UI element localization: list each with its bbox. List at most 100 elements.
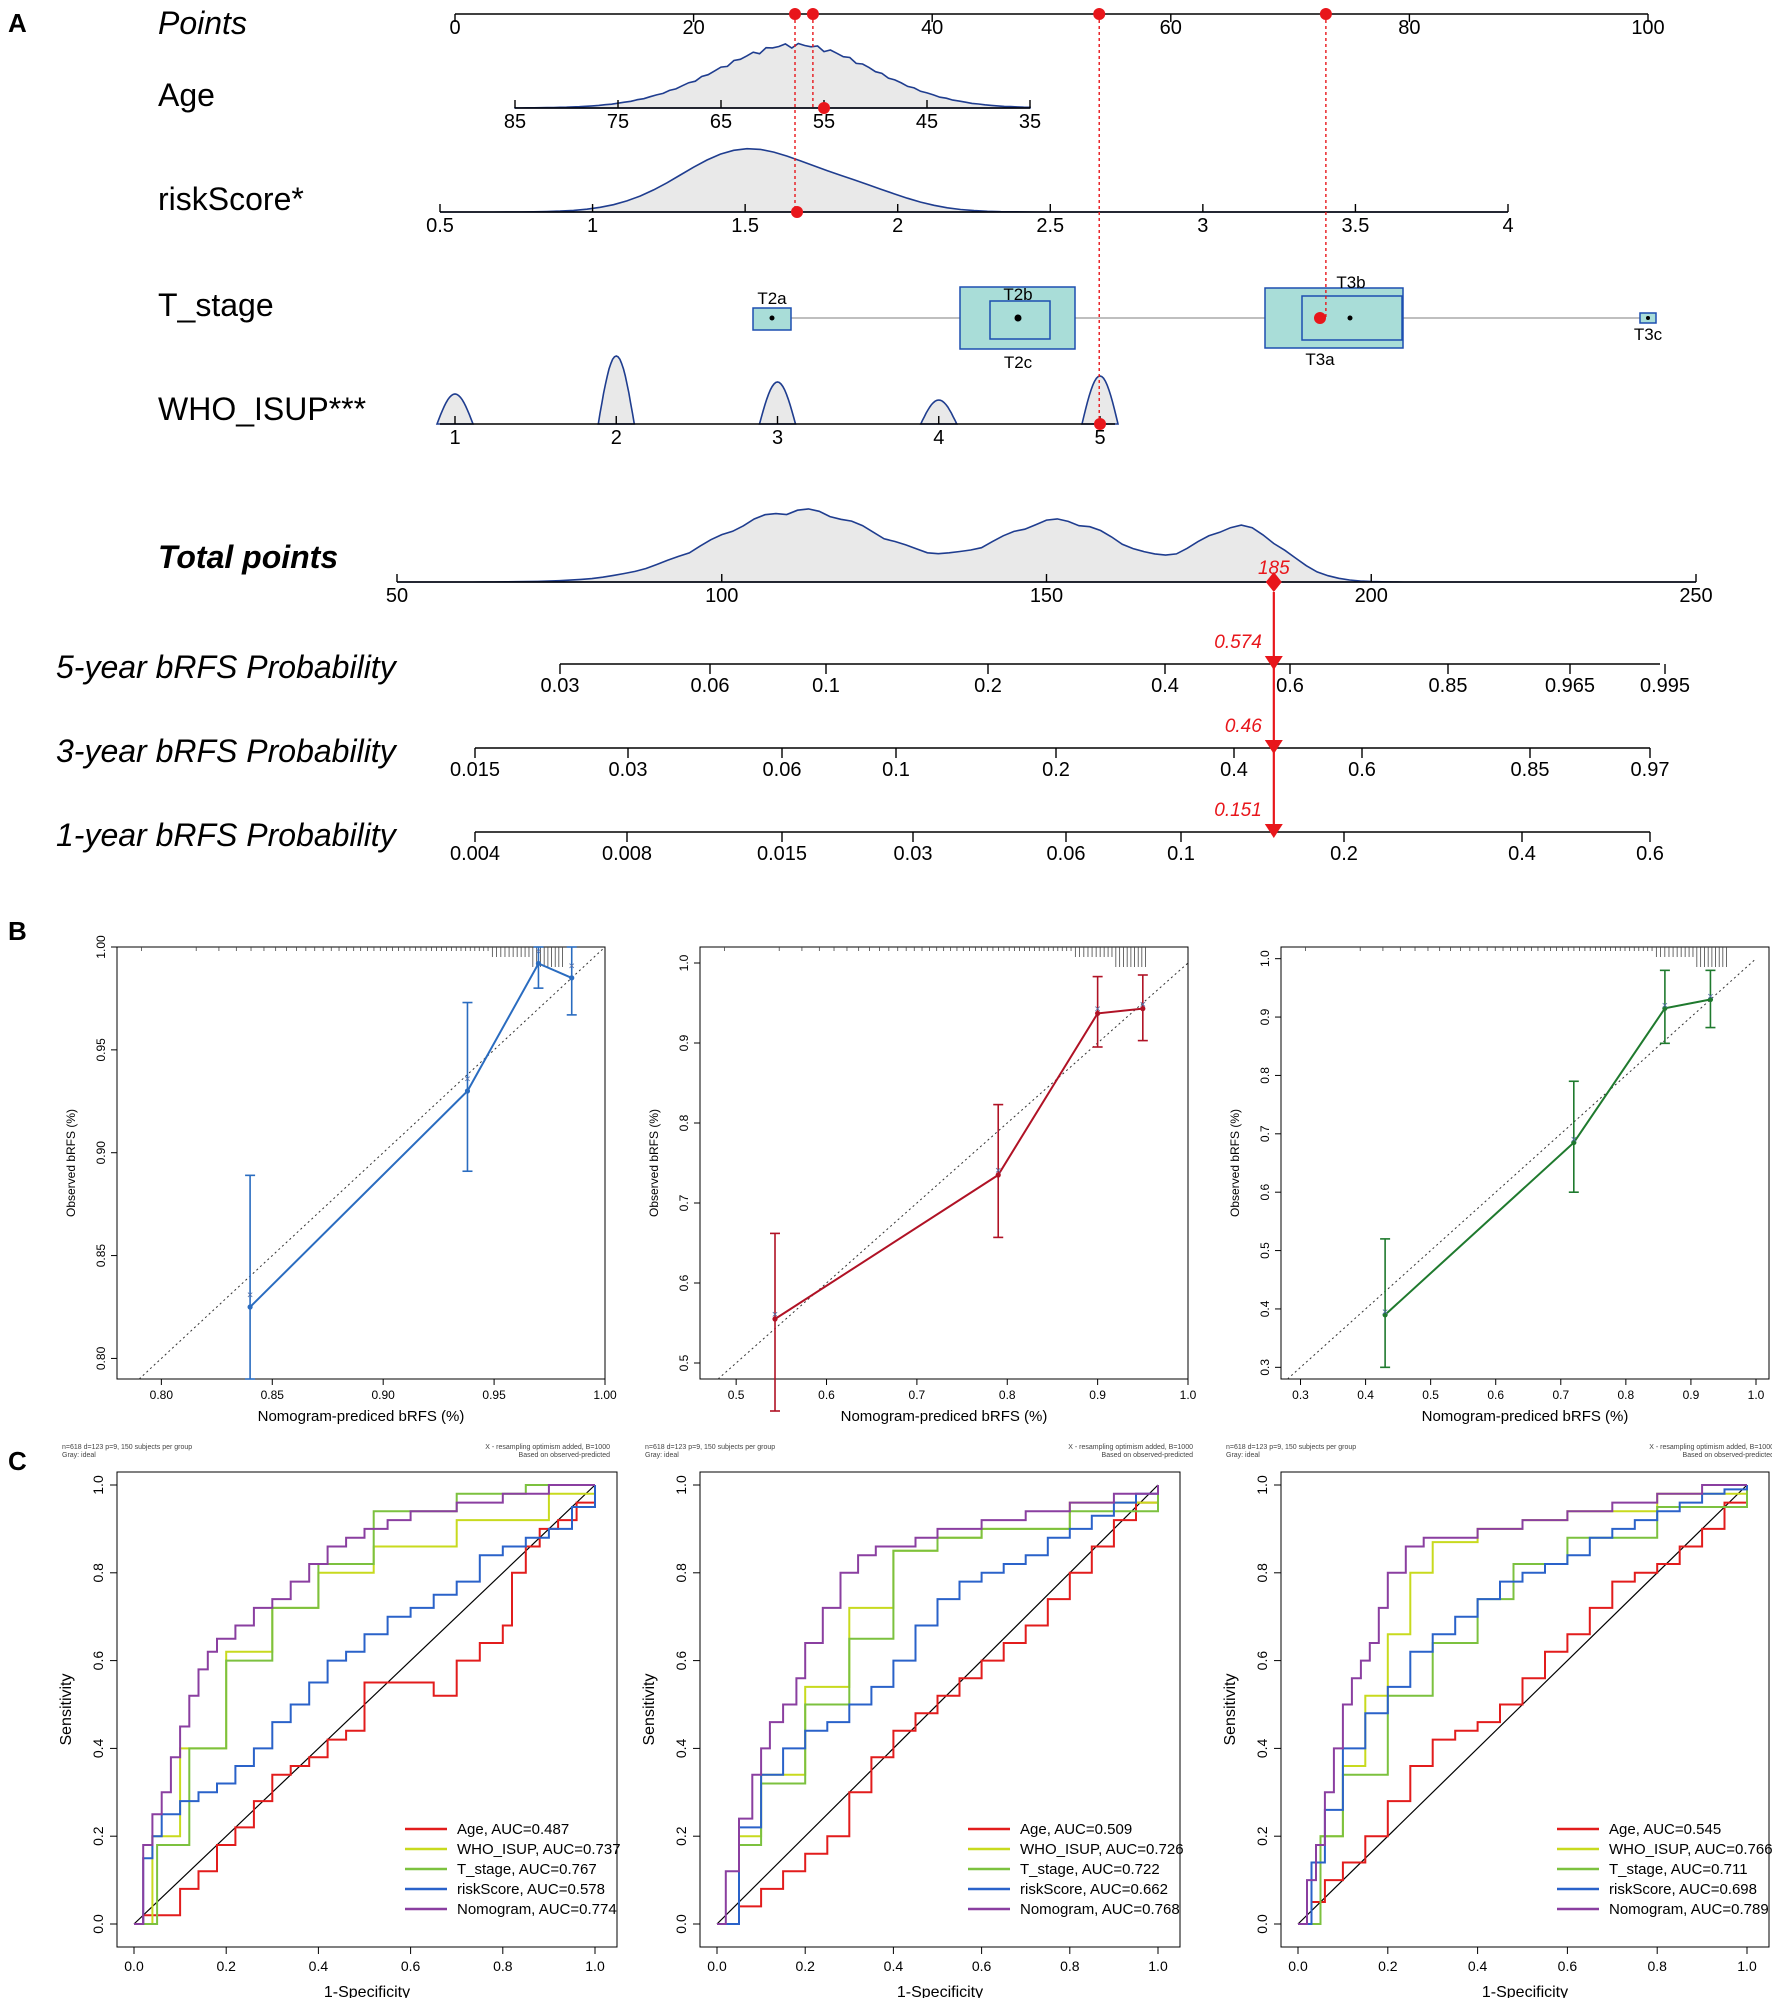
- roc-frame: [699, 1471, 1181, 1948]
- roc-ytick-label: 0.0: [673, 1914, 689, 1934]
- riskscore-density: [440, 147, 1508, 213]
- calibration-ytick-label: 0.9: [1258, 1008, 1272, 1025]
- calibration-ytick-label: 0.6: [677, 1274, 691, 1291]
- calibration-line: [249, 962, 573, 1308]
- roc-plot-2: 0.0 0.2 0.4 0.6 0.8 1.0 0.0 0.2 0.4 0.6 0.8 1.0 1-Sp…: [641, 1471, 1184, 1998]
- points-tick-label: 100: [1631, 17, 1664, 39]
- roc-legend-entry: Nomogram, AUC=0.774: [457, 1901, 617, 1918]
- prob3-marker: [1264, 740, 1283, 754]
- roc-ytick-label: 0.4: [673, 1738, 689, 1758]
- roc-ytick-label: 0.8: [1254, 1563, 1270, 1583]
- prob5-marker: [1264, 656, 1283, 670]
- calibration-xtick-label: 0.5: [1422, 1388, 1439, 1402]
- calibration-footnote-right: Based on observed-predicted: [519, 1452, 611, 1459]
- calibration-point: [1707, 996, 1714, 1003]
- prob1-tick-label: 0.6: [1636, 843, 1664, 865]
- roc-ylabel: Sensitivity: [1222, 1673, 1239, 1745]
- calibration-line: [774, 1007, 1143, 1320]
- calibration-footnote-left: Gray: ideal: [645, 1452, 679, 1459]
- prob3-tick-label: 0.06: [763, 759, 802, 781]
- roc-curve-tstage: [134, 1484, 595, 1925]
- roc-xlabel: 1-Specificity: [1482, 1984, 1568, 1998]
- prob3-tick-label: 0.97: [1631, 759, 1670, 781]
- calibration-xtick-label: 0.8: [1618, 1388, 1635, 1402]
- calibration-footnote-left: Gray: ideal: [1226, 1452, 1260, 1459]
- roc-xtick-label: 0.8: [1647, 1958, 1667, 1974]
- calibration-xtick-label: 1.0: [1180, 1388, 1197, 1402]
- points-tick-label: 20: [682, 17, 704, 39]
- calibration-ytick-label: 0.80: [94, 1346, 108, 1370]
- totalpoints-density: [397, 508, 1696, 583]
- calibration-point: [772, 1316, 778, 1322]
- totalpoints-tick-label: 200: [1355, 585, 1388, 607]
- calibration-point: [995, 1172, 1001, 1178]
- points-tick-label: 80: [1398, 17, 1420, 39]
- roc-xtick-label: 0.6: [1558, 1958, 1578, 1974]
- tstage-dot-t2a: [769, 315, 775, 321]
- calibration-xtick-label: 0.6: [1487, 1388, 1504, 1402]
- nomogram-prob1-label: 1-year bRFS Probability: [56, 817, 398, 853]
- totalpoints-tick-label: 250: [1679, 585, 1712, 607]
- roc-curve-risk: [717, 1485, 1159, 1925]
- roc-xtick-label: 1.0: [585, 1958, 605, 1974]
- calibration-footnote-left: n=618 d=123 p=9, 150 subjects per group: [1226, 1444, 1356, 1451]
- calibration-xlabel: Nomogram-prediced bRFS (%): [1422, 1408, 1629, 1425]
- roc-curve-risk: [134, 1485, 596, 1925]
- calibration-optimism-x: ×: [1662, 1000, 1668, 1012]
- roc-xtick-label: 0.2: [1378, 1958, 1398, 1974]
- roc-curve-tstage: [1298, 1485, 1748, 1925]
- prob3-tick-label: 0.85: [1511, 759, 1550, 781]
- age-tick-label: 55: [813, 111, 835, 133]
- nomogram-prob5-label: 5-year bRFS Probability: [56, 649, 398, 685]
- roc-plot-1: 0.0 0.2 0.4 0.6 0.8 1.0 0.0 0.2 0.4 0.6 0.8 1.0 1-Sp…: [58, 1471, 621, 1998]
- calibration-ytick-label: 1.0: [677, 954, 691, 971]
- whoisup-density-bump: [435, 393, 475, 425]
- prob1-tick-label: 0.2: [1330, 843, 1358, 865]
- roc-xtick-label: 0.0: [1288, 1958, 1308, 1974]
- whoisup-tick-label: 4: [933, 427, 944, 449]
- calibration-footnote-right: X - resampling optimism added, B=1000: [1649, 1444, 1772, 1451]
- calibration-xtick-label: 0.9: [1089, 1388, 1106, 1402]
- calibration-ytick-label: 0.7: [1258, 1125, 1272, 1142]
- calibration-xtick-label: 0.7: [1552, 1388, 1569, 1402]
- calibration-optimism-x: ×: [535, 946, 541, 958]
- roc-curve-risk: [1298, 1485, 1748, 1925]
- roc-legend-entry: WHO_ISUP, AUC=0.766: [1609, 1841, 1772, 1858]
- whoisup-tick-label: 2: [611, 427, 622, 449]
- calibration-xtick-label: 1.0: [1748, 1388, 1765, 1402]
- totalpoints-marked-label: 185: [1258, 558, 1290, 579]
- roc-xtick-label: 0.4: [884, 1958, 904, 1974]
- tstage-label-t2b: T2b: [1003, 285, 1032, 304]
- calibration-xtick-label: 0.3: [1292, 1388, 1309, 1402]
- calibration-optimism-x: ×: [247, 1290, 253, 1302]
- roc-xtick-label: 1.0: [1737, 1958, 1757, 1974]
- calibration-plot-2: × × × × 0.5 0.6 0.7 0.8 0.9 1.0 0.5 0.6 0.7 0.8 0.9 1.0…: [645, 946, 1197, 1459]
- prob1-tick-label: 0.1: [1167, 843, 1195, 865]
- roc-ytick-label: 0.4: [90, 1738, 106, 1758]
- prob1-tick-label: 0.015: [757, 843, 807, 865]
- prob1-tick-label: 0.004: [450, 843, 500, 865]
- roc-legend-entry: T_stage, AUC=0.711: [1609, 1861, 1748, 1878]
- panel-letter-b: B: [8, 916, 27, 946]
- prob5-tick-label: 0.06: [691, 675, 730, 697]
- roc-legend-entry: riskScore, AUC=0.698: [1609, 1881, 1757, 1898]
- riskscore-tick-label: 0.5: [426, 215, 454, 237]
- tstage-dot-t3c: [1646, 316, 1650, 320]
- tstage-marked-dot: [1314, 312, 1326, 324]
- prob1-marker: [1264, 824, 1283, 838]
- calibration-footnote-right: X - resampling optimism added, B=1000: [485, 1444, 610, 1451]
- calibration-footnote-right: Based on observed-predicted: [1683, 1452, 1772, 1459]
- prob5-tick-label: 0.4: [1151, 675, 1179, 697]
- riskscore-tick-label: 1: [587, 215, 598, 237]
- calibration-ytick-label: 1.0: [1258, 950, 1272, 967]
- nomogram-totalpoints-label: Total points: [158, 539, 338, 575]
- calibration-optimism-x: ×: [995, 1165, 1001, 1177]
- calibration-optimism-x: ×: [1140, 999, 1146, 1011]
- totalpoints-tick-label: 50: [386, 585, 408, 607]
- calibration-xtick-label: 0.5: [728, 1388, 745, 1402]
- nomogram-whoisup-label: WHO_ISUP***: [158, 391, 366, 427]
- roc-frame: [116, 1471, 618, 1948]
- calibration-footnote-left: n=618 d=123 p=9, 150 subjects per group: [62, 1444, 192, 1451]
- roc-ytick-label: 0.4: [1254, 1738, 1270, 1758]
